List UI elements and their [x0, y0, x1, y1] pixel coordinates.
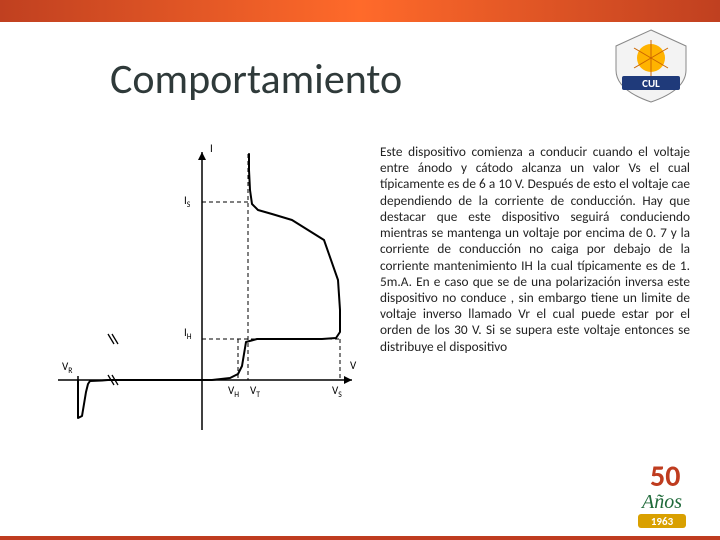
svg-text:1963: 1963 [651, 515, 674, 528]
svg-text:V: V [350, 359, 357, 372]
slide-title: Comportamiento [110, 54, 402, 105]
cul-logo-text: CUL [642, 77, 660, 90]
cul-logo: CUL [608, 28, 694, 104]
svg-text:Años: Años [640, 491, 682, 513]
top-accent-bar [0, 0, 720, 22]
svg-text:I: I [210, 142, 213, 155]
bottom-accent-bar [0, 536, 720, 540]
body-paragraph: Este dispositivo comienza a conducir cua… [380, 144, 690, 355]
anniversary-logo: 50 Años 1963 [620, 456, 710, 532]
svg-text:50: 50 [650, 458, 680, 495]
iv-curve-diagram: VRVHVTVSISIHVI [52, 140, 362, 440]
